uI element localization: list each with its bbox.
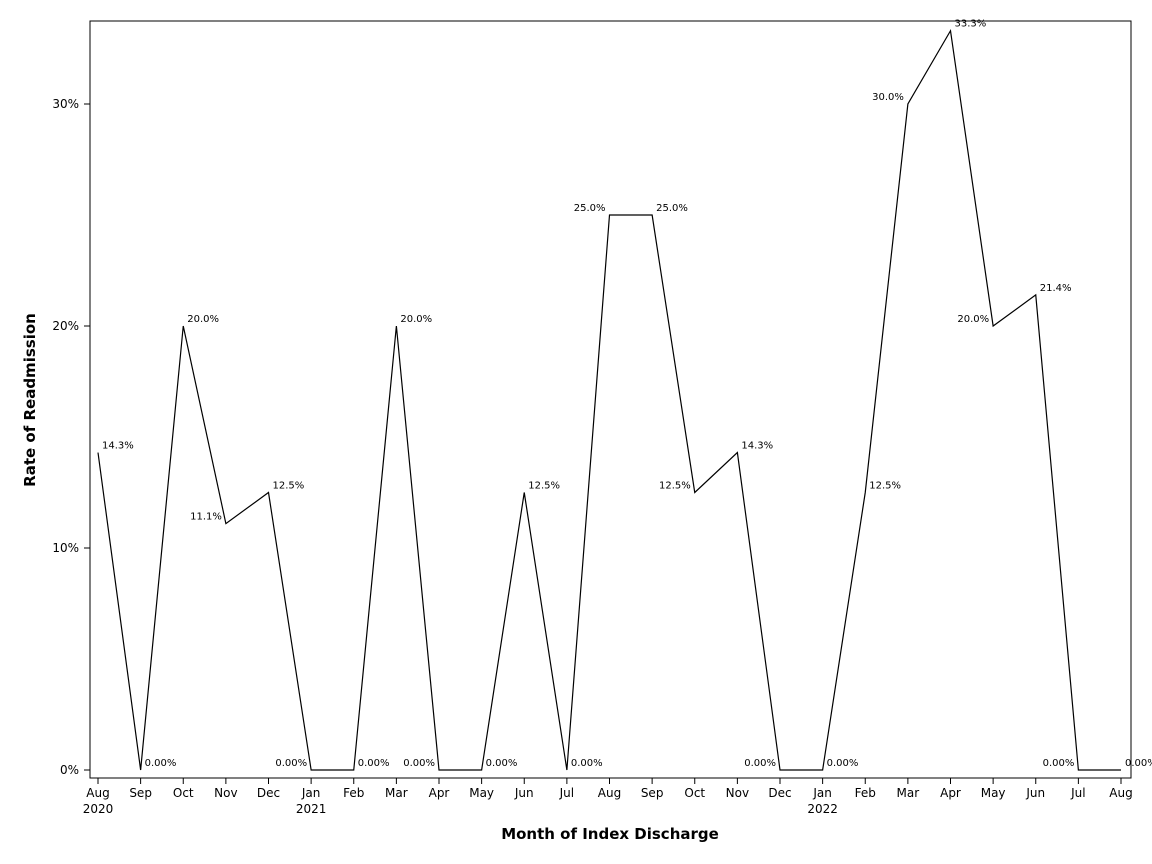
data-labels: 14.3% 0.00% 20.0% 11.1% 12.5% 0.00% 0.00% 20.0%… xyxy=(102,19,1152,769)
x-tick-label: Sep xyxy=(129,786,152,800)
x-tick-label: Dec xyxy=(257,786,280,800)
data-label: 14.3% xyxy=(741,441,773,452)
series-line xyxy=(97,28,1121,771)
y-tick-label: 30% xyxy=(52,97,79,111)
x-tick-label: Apr xyxy=(940,786,961,800)
data-label: 0.00% xyxy=(145,758,177,769)
data-label: 0.00% xyxy=(1125,758,1152,769)
data-label: 0.00% xyxy=(571,758,603,769)
data-label: 25.0% xyxy=(656,203,688,214)
data-label: 25.0% xyxy=(574,203,606,214)
x-tick-label: Mar xyxy=(897,786,920,800)
data-label: 20.0% xyxy=(957,314,989,325)
plot-frame xyxy=(89,20,1132,779)
x-tick-label: Jan xyxy=(301,786,321,800)
x-tick-label: Jun xyxy=(1025,786,1045,800)
x-tick-label: Jul xyxy=(559,786,574,800)
data-label: 11.1% xyxy=(190,512,222,523)
data-label: 12.5% xyxy=(273,481,305,492)
x-tick-label: Feb xyxy=(343,786,364,800)
x-tick-label: Feb xyxy=(855,786,876,800)
data-label: 0.00% xyxy=(403,758,435,769)
x-tick-label: Apr xyxy=(429,786,450,800)
x-tick-label: Jan xyxy=(812,786,832,800)
x-tick-label: May xyxy=(469,786,494,800)
y-axis: 0% 10% 20% 30% xyxy=(52,97,90,777)
data-label: 30.0% xyxy=(872,92,904,103)
data-label: 21.4% xyxy=(1040,283,1072,294)
data-label: 12.5% xyxy=(659,481,691,492)
data-label: 0.00% xyxy=(275,758,307,769)
x-tick-label: Dec xyxy=(768,786,791,800)
data-label: 0.00% xyxy=(827,758,859,769)
x-tick-label: Nov xyxy=(726,786,749,800)
y-axis-title: Rate of Readmission xyxy=(21,313,39,487)
x-tick-label: Aug xyxy=(598,786,621,800)
x-tick-label: Aug xyxy=(86,786,109,800)
data-label: 0.00% xyxy=(744,758,776,769)
data-label: 0.00% xyxy=(358,758,390,769)
data-label: 12.5% xyxy=(869,481,901,492)
data-label: 20.0% xyxy=(400,314,432,325)
y-tick-label: 0% xyxy=(60,763,79,777)
y-tick-label: 20% xyxy=(52,319,79,333)
x-tick-label: Mar xyxy=(385,786,408,800)
data-label: 14.3% xyxy=(102,441,134,452)
x-axis-title: Month of Index Discharge xyxy=(501,825,719,843)
data-label: 33.3% xyxy=(955,19,987,30)
x-tick-label: Jul xyxy=(1070,786,1085,800)
x-tick-label: May xyxy=(981,786,1006,800)
data-label: 0.00% xyxy=(486,758,518,769)
x-tick-label: Nov xyxy=(214,786,237,800)
data-label: 0.00% xyxy=(1043,758,1075,769)
x-axis: Aug 2020 Sep Oct Nov Dec Jan 2021 Feb Mar Apr May Ju… xyxy=(83,778,1133,816)
y-tick-label: 10% xyxy=(52,541,79,555)
x-tick-year-label: 2021 xyxy=(296,802,327,816)
x-tick-year-label: 2022 xyxy=(807,802,838,816)
x-tick-label: Sep xyxy=(641,786,664,800)
x-tick-year-label: 2020 xyxy=(83,802,114,816)
x-tick-label: Jun xyxy=(514,786,534,800)
data-label: 20.0% xyxy=(187,314,219,325)
data-label: 12.5% xyxy=(528,481,560,492)
x-tick-label: Oct xyxy=(684,786,705,800)
x-tick-label: Oct xyxy=(173,786,194,800)
x-tick-label: Aug xyxy=(1109,786,1132,800)
